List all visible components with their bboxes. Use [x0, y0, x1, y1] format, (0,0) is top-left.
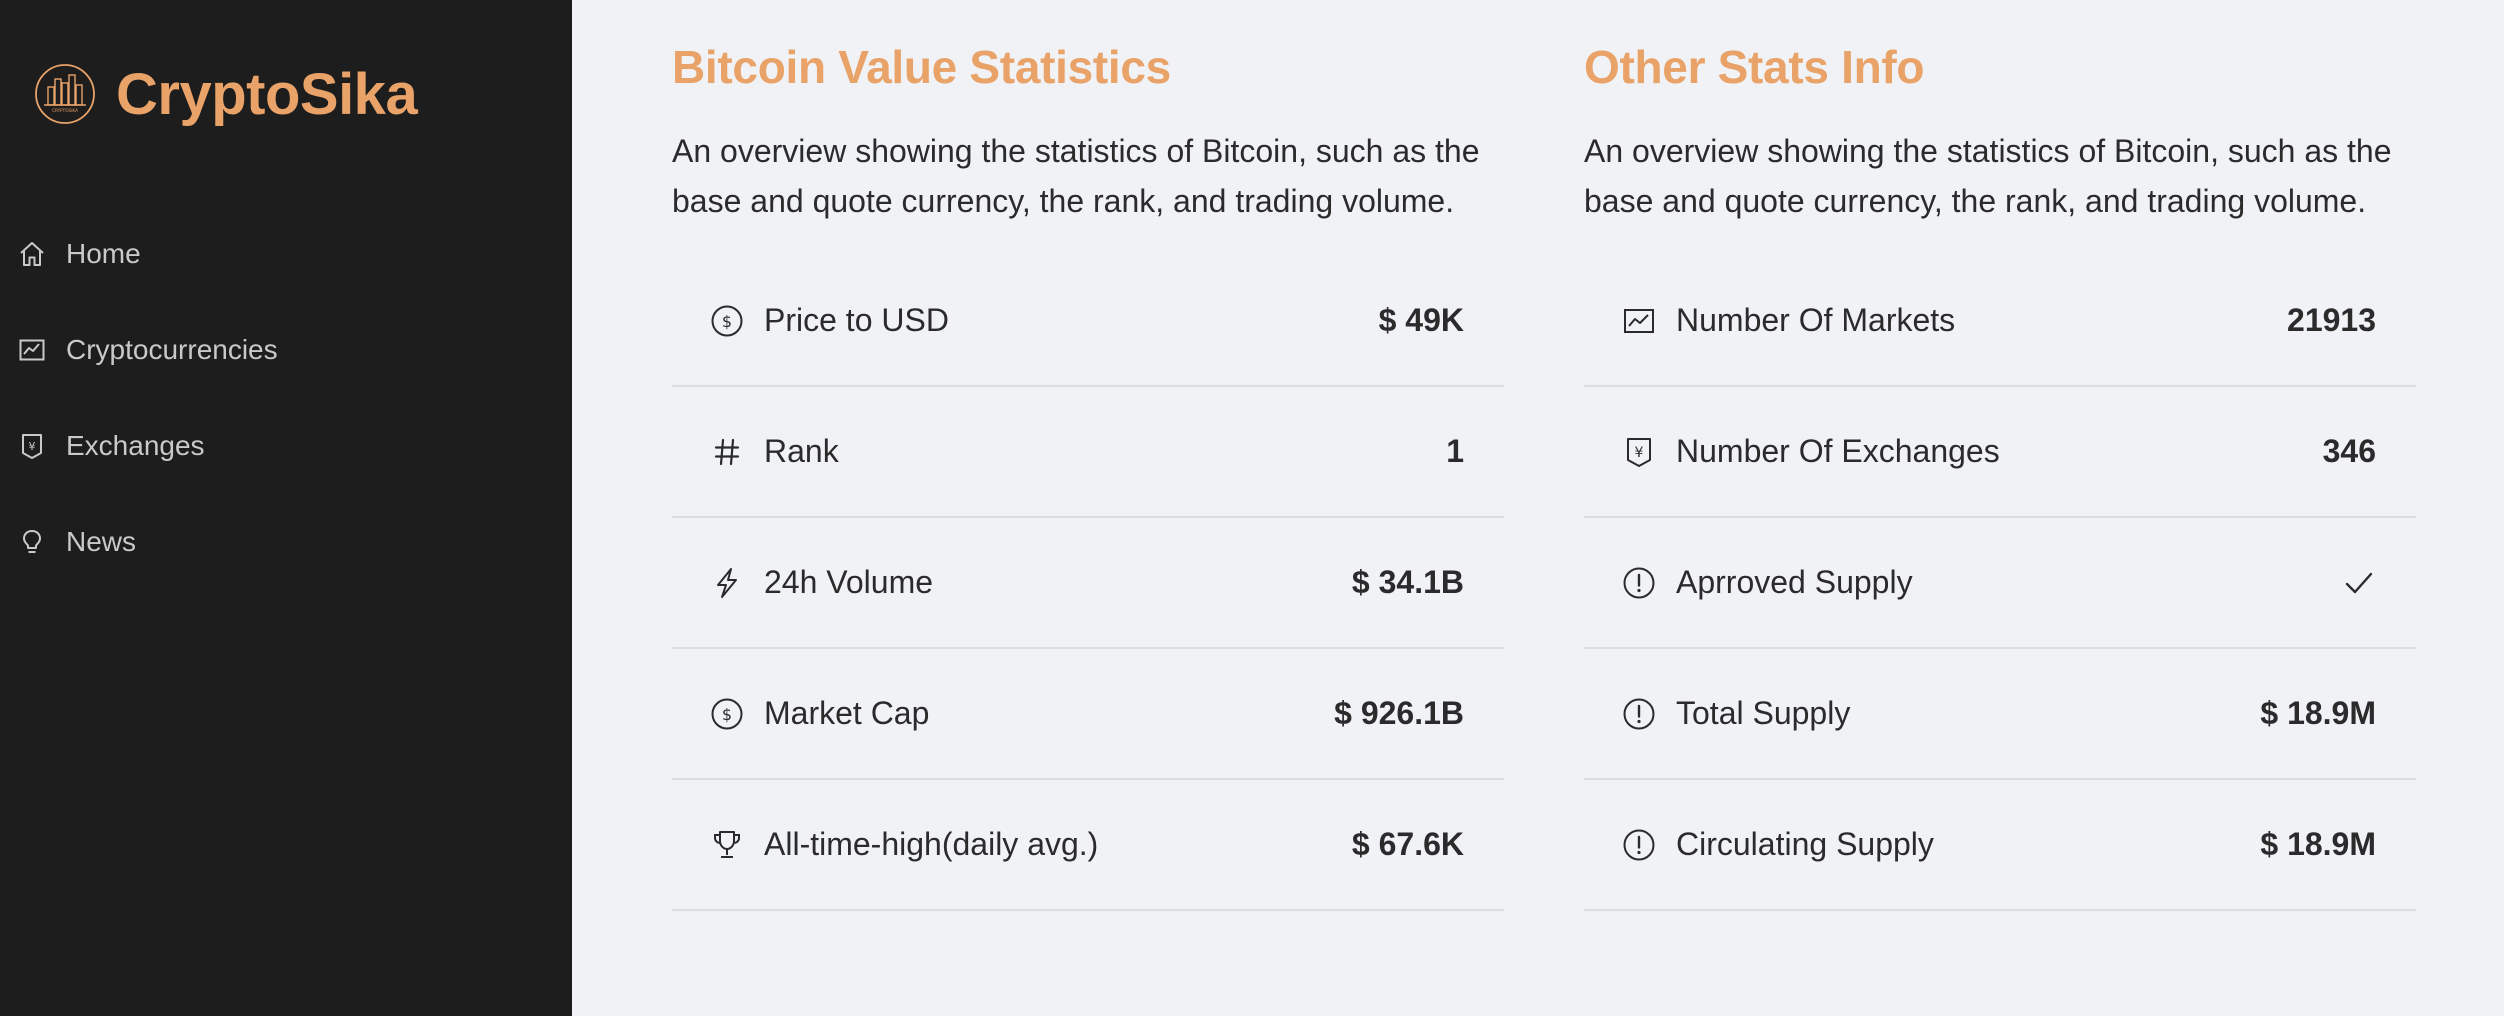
exclamation-circle-icon — [1623, 829, 1655, 860]
stat-label: Total Supply — [1676, 695, 1851, 731]
cryptosika-logo-icon: CRYPTOSIKA — [35, 64, 95, 124]
stat-row-rank: Rank 1 — [672, 387, 1504, 518]
home-icon — [20, 242, 44, 266]
stat-value: $ 926.1B — [1334, 695, 1464, 731]
stat-row-all-time-high: All-time-high(daily avg.) $ 67.6K — [672, 780, 1504, 911]
sidebar-nav: Home Cryptocurrencies ¥ Exchanges News — [0, 206, 572, 590]
stat-value: $ 67.6K — [1351, 826, 1464, 862]
section-title: Other Stats Info — [1584, 41, 1925, 93]
svg-text:$: $ — [722, 312, 732, 331]
svg-text:$: $ — [722, 705, 732, 724]
sidebar: CRYPTOSIKA CryptoSika Home Cryptocurrenc… — [0, 0, 572, 1016]
money-collect-icon: ¥ — [22, 434, 42, 459]
section-description: An overview showing the statistics of Bi… — [672, 133, 1480, 219]
svg-text:¥: ¥ — [1635, 445, 1644, 461]
sidebar-item-cryptocurrencies[interactable]: Cryptocurrencies — [0, 302, 572, 398]
svg-text:¥: ¥ — [29, 440, 36, 453]
stat-label: 24h Volume — [764, 564, 934, 600]
stat-label: Market Cap — [764, 695, 930, 731]
sidebar-item-news[interactable]: News — [0, 494, 572, 590]
stat-row-market-cap: $ Market Cap $ 926.1B — [672, 649, 1504, 780]
sidebar-item-label: Exchanges — [66, 430, 205, 461]
stat-value: 21913 — [2287, 302, 2376, 338]
stat-row-exchanges: ¥ Number Of Exchanges 346 — [1584, 387, 2416, 518]
money-collect-icon: ¥ — [1627, 437, 1651, 467]
stat-value: 346 — [2322, 433, 2376, 469]
thunderbolt-icon — [717, 567, 737, 598]
dollar-circle-icon: $ — [711, 698, 743, 729]
stat-row-approved-supply: Aprroved Supply — [1584, 518, 2416, 649]
main-content: Bitcoin Value Statistics An overview sho… — [572, 0, 2504, 1016]
stat-label: Number Of Markets — [1676, 302, 1956, 338]
stat-value: $ 34.1B — [1351, 564, 1464, 600]
brand-logo-link[interactable]: CRYPTOSIKA CryptoSika — [34, 58, 418, 130]
fund-icon — [1624, 308, 1654, 333]
stat-row-total-supply: Total Supply $ 18.9M — [1584, 649, 2416, 780]
stat-label: Rank — [764, 433, 839, 469]
stat-value: $ 49K — [1378, 302, 1464, 338]
sidebar-item-exchanges[interactable]: ¥ Exchanges — [0, 398, 572, 494]
stat-label: Number Of Exchanges — [1676, 433, 2000, 469]
stat-label: Price to USD — [764, 302, 949, 338]
stats-list: $ Price to USD $ 49K Rank 1 — [672, 256, 1504, 911]
sidebar-item-label: Home — [66, 238, 141, 269]
stat-label: Aprroved Supply — [1676, 564, 1913, 600]
section-description: An overview showing the statistics of Bi… — [1584, 133, 2392, 219]
trophy-icon — [714, 830, 740, 858]
stat-row-volume: 24h Volume $ 34.1B — [672, 518, 1504, 649]
number-icon — [714, 438, 740, 465]
stat-label: Circulating Supply — [1676, 826, 1934, 862]
svg-text:CRYPTOSIKA: CRYPTOSIKA — [52, 108, 78, 113]
section-title: Bitcoin Value Statistics — [672, 41, 1171, 93]
stat-row-markets: Number Of Markets 21913 — [1584, 256, 2416, 387]
stat-label: All-time-high(daily avg.) — [764, 826, 1099, 862]
sidebar-item-home[interactable]: Home — [0, 206, 572, 302]
check-icon — [2345, 572, 2373, 593]
stat-value: $ 18.9M — [2260, 826, 2376, 862]
brand-name: CryptoSika — [116, 61, 418, 127]
line-chart-icon — [19, 339, 45, 361]
stat-row-circulating-supply: Circulating Supply $ 18.9M — [1584, 780, 2416, 911]
exclamation-circle-icon — [1623, 567, 1655, 598]
stat-value: $ 18.9M — [2260, 695, 2376, 731]
sidebar-item-label: Cryptocurrencies — [66, 334, 278, 365]
dollar-circle-icon: $ — [711, 305, 743, 336]
sidebar-item-label: News — [66, 526, 137, 557]
stat-row-price: $ Price to USD $ 49K — [672, 256, 1504, 387]
stat-value: 1 — [1446, 433, 1464, 469]
bulb-icon — [23, 530, 41, 553]
stats-list: Number Of Markets 21913 ¥ Number Of Exch… — [1584, 256, 2416, 911]
exclamation-circle-icon — [1623, 698, 1655, 729]
